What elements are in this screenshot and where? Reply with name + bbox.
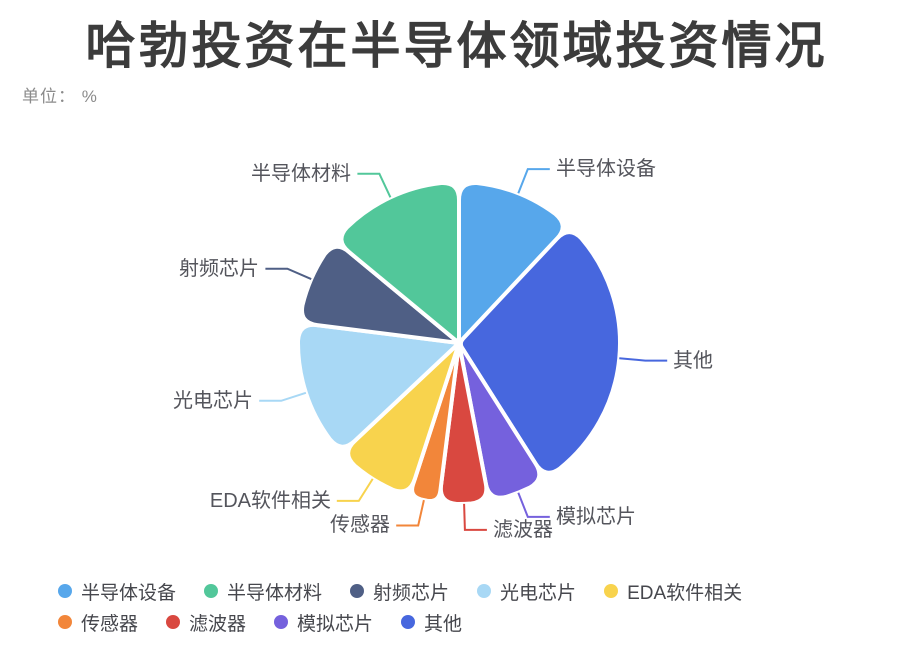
slice-label: 射频芯片 (179, 258, 259, 280)
slice-label: 滤波器 (493, 519, 553, 541)
legend-row: 半导体设备 半导体材料 射频芯片 光电芯片 EDA软件相关 (58, 576, 868, 606)
leader-line (517, 168, 550, 194)
legend-row: 传感器 滤波器 模拟芯片 其他 (58, 607, 868, 637)
legend-item[interactable]: 滤波器 (166, 609, 246, 636)
legend-item-label: 半导体材料 (227, 582, 323, 604)
leader-line (336, 478, 374, 502)
legend-dot-icon (350, 584, 365, 598)
legend-dot-icon (58, 584, 72, 598)
legend-dot-icon (274, 615, 289, 629)
legend-item[interactable]: EDA软件相关 (604, 578, 742, 605)
leader-line (463, 503, 487, 531)
legend-item[interactable]: 半导体材料 (204, 578, 322, 605)
legend-dot-icon (166, 615, 181, 629)
legend-item-label: 传感器 (81, 613, 139, 635)
slice-label: 传感器 (330, 514, 390, 536)
legend-item-label: 滤波器 (189, 613, 247, 635)
legend: 半导体设备 半导体材料 射频芯片 光电芯片 EDA软件相关传感器 滤波器 模拟芯片 其他 (58, 576, 868, 637)
slice-label: 光电芯片 (173, 390, 253, 412)
legend-item-label: 半导体设备 (81, 582, 177, 604)
pie-slice[interactable] (339, 181, 461, 343)
legend-dot-icon (58, 615, 72, 629)
legend-dot-icon (204, 584, 219, 598)
leader-line (619, 357, 668, 362)
slice-label: 半导体设备 (556, 158, 656, 180)
legend-item[interactable]: 半导体设备 (58, 578, 176, 605)
slice-label: 其他 (673, 350, 713, 372)
slice-label: 模拟芯片 (556, 506, 636, 528)
legend-dot-icon (604, 584, 619, 598)
chart-title: 哈勃投资在半导体领域投资情况 (85, 18, 828, 74)
leader-line (265, 267, 312, 281)
leader-line (259, 391, 307, 402)
leader-line (517, 492, 550, 518)
legend-item-label: 光电芯片 (500, 582, 577, 604)
legend-item[interactable]: 其他 (401, 609, 462, 636)
leader-line (357, 172, 392, 198)
legend-item-label: 模拟芯片 (297, 613, 374, 635)
legend-item[interactable]: 光电芯片 (477, 578, 576, 605)
legend-dot-icon (477, 584, 492, 598)
legend-item[interactable]: 模拟芯片 (274, 609, 373, 636)
leader-line (396, 499, 425, 527)
legend-item-label: 其他 (424, 613, 463, 635)
legend-item-label: EDA软件相关 (627, 582, 743, 604)
legend-item[interactable]: 传感器 (58, 609, 138, 636)
legend-dot-icon (401, 615, 416, 629)
legend-item[interactable]: 射频芯片 (350, 578, 449, 605)
unit-label: 单位： % (22, 87, 98, 106)
slice-label: EDA软件相关 (209, 490, 331, 512)
legend-item-label: 射频芯片 (373, 582, 450, 604)
slice-label: 半导体材料 (251, 163, 351, 185)
